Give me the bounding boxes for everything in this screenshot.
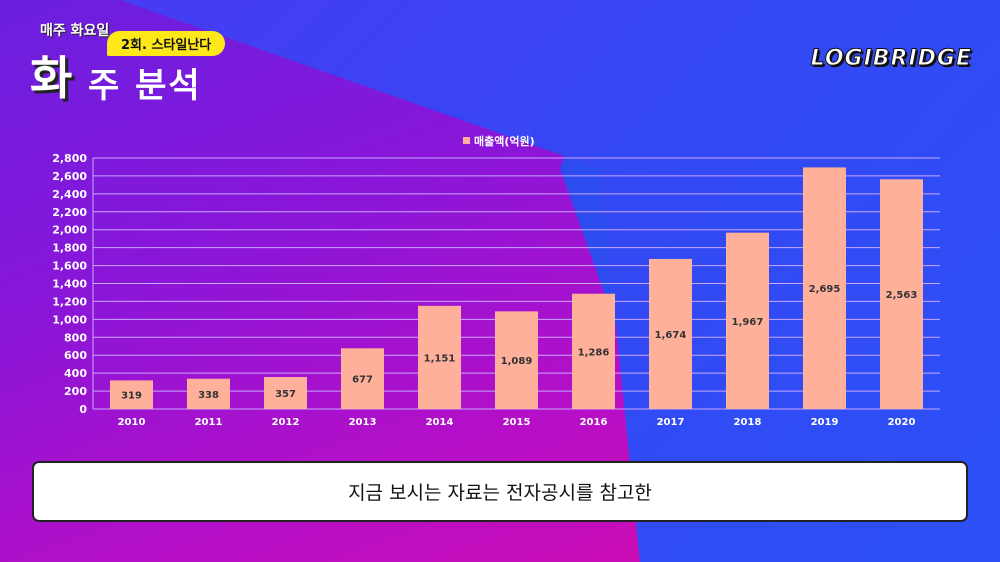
bar [264, 376, 307, 409]
data-label: 357 [275, 389, 296, 400]
y-tick-label: 1,600 [52, 260, 87, 273]
y-tick-label: 2,200 [52, 206, 87, 219]
data-label: 1,151 [424, 353, 456, 364]
title-rest: 주 분석 [88, 66, 202, 106]
data-label: 2,695 [809, 284, 841, 295]
bar [572, 293, 615, 409]
episode-badge: 2회. 스타일난다 [107, 31, 226, 56]
x-tick-label: 2011 [195, 417, 223, 428]
x-tick-label: 2015 [503, 417, 531, 428]
caption-box: 지금 보시는 자료는 전자공시를 참고한 [32, 461, 968, 522]
legend-swatch [463, 137, 470, 144]
y-tick-label: 600 [64, 349, 87, 362]
bar [649, 258, 692, 409]
y-tick-label: 400 [64, 367, 87, 380]
data-label: 1,286 [578, 347, 610, 358]
x-tick-label: 2010 [118, 417, 146, 428]
x-tick-label: 2019 [811, 417, 839, 428]
y-tick-label: 800 [64, 331, 87, 344]
bar [803, 167, 846, 409]
y-tick-label: 1,200 [52, 295, 87, 308]
x-tick-label: 2016 [580, 417, 608, 428]
y-tick-label: 1,400 [52, 278, 87, 291]
y-tick-label: 2,000 [52, 224, 87, 237]
legend-label: 매출액(억원) [474, 134, 535, 148]
bar [418, 305, 461, 409]
x-tick-label: 2017 [657, 417, 685, 428]
bar [880, 179, 923, 409]
data-label: 1,674 [655, 330, 687, 341]
y-tick-label: 1,000 [52, 313, 87, 326]
title-big: 화 [30, 51, 72, 105]
y-tick-label: 2,600 [52, 170, 87, 183]
bar [341, 348, 384, 409]
y-tick-label: 2,400 [52, 188, 87, 201]
weekly-label: 매주 화요일 [40, 23, 110, 39]
y-tick-label: 2,800 [52, 152, 87, 165]
data-label: 2,563 [886, 290, 918, 301]
bar [495, 311, 538, 409]
x-tick-label: 2012 [272, 417, 300, 428]
data-label: 338 [198, 390, 219, 401]
logo: LOGIBRIDGE [810, 46, 972, 72]
bar [726, 232, 769, 409]
data-label: 677 [352, 375, 373, 386]
data-label: 1,967 [732, 317, 764, 328]
x-tick-label: 2020 [888, 417, 916, 428]
x-tick-label: 2013 [349, 417, 377, 428]
y-tick-label: 1,800 [52, 242, 87, 255]
data-label: 1,089 [501, 356, 533, 367]
bar [110, 380, 153, 409]
y-tick-label: 0 [79, 403, 87, 416]
x-tick-label: 2014 [426, 417, 454, 428]
data-label: 319 [121, 391, 142, 402]
bar [187, 378, 230, 409]
caption-text: 지금 보시는 자료는 전자공시를 참고한 [348, 482, 652, 504]
y-tick-label: 200 [64, 385, 87, 398]
x-tick-label: 2018 [734, 417, 762, 428]
